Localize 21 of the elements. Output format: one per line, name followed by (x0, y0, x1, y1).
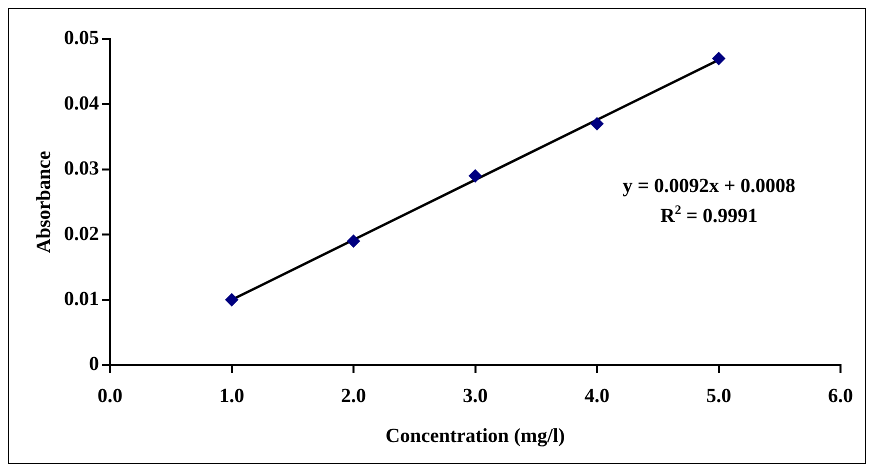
point (347, 234, 360, 248)
y-tick-label: 0.05 (64, 27, 99, 50)
y-tick-label: 0.04 (64, 92, 99, 114)
x-tick-label: 5.0 (706, 385, 732, 408)
point (469, 170, 482, 182)
point (712, 52, 725, 65)
y-tick-label: 0.01 (64, 288, 99, 310)
x-tick-label: 4.0 (584, 385, 610, 408)
x-tick-label: 0.0 (98, 385, 122, 408)
x-tick-label: 6.0 (828, 385, 853, 408)
x-tick-label: 2.0 (341, 385, 366, 408)
point (590, 118, 604, 130)
y-axis-title: Absorbance (33, 150, 56, 254)
annotation: y = 0.0092x + 0.0008 (622, 175, 796, 198)
y-tick-label: 0.02 (64, 222, 99, 245)
y-tick-label: 0.03 (64, 158, 99, 180)
y-tick-label: 0 (89, 353, 99, 376)
x-tick-label: 3.0 (462, 385, 488, 408)
point (226, 294, 238, 306)
x-axis-title: Concentration (mg/l) (386, 425, 565, 448)
x-tick-label: 1.0 (219, 385, 244, 408)
